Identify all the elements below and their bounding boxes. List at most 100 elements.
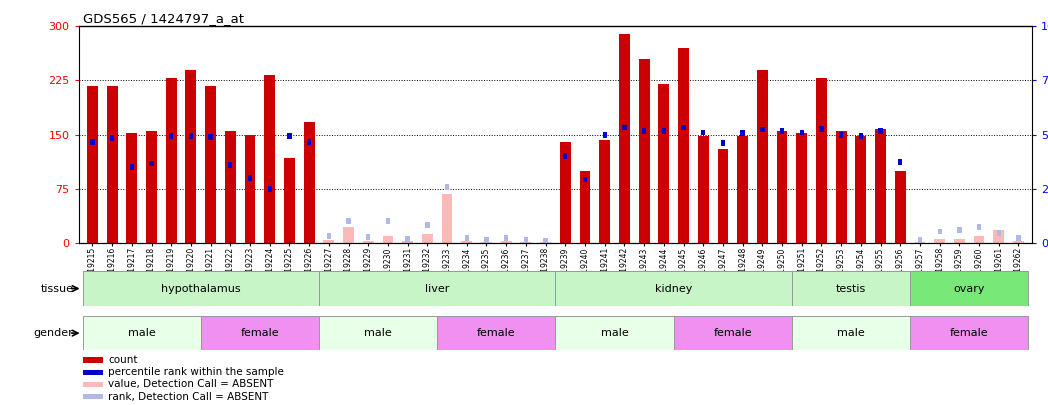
Bar [599,141,610,243]
Bar [267,186,271,192]
Text: gender: gender [34,328,73,338]
Bar [83,357,103,363]
Bar [642,128,647,134]
Bar [820,126,824,132]
Bar [957,227,962,233]
Bar [895,171,905,243]
Bar [737,136,748,243]
Bar [201,316,319,350]
Bar [563,153,567,159]
Bar [287,133,291,139]
Bar [284,158,294,243]
Bar [721,141,725,146]
Bar [777,131,787,243]
Bar [1013,241,1024,243]
Bar [366,234,370,240]
Bar [816,78,827,243]
Text: percentile rank within the sample: percentile rank within the sample [108,367,284,377]
Bar [461,241,473,243]
Bar [83,369,103,375]
Bar [481,241,492,243]
Text: male: male [128,328,155,338]
Bar [938,228,942,234]
Bar [674,316,792,350]
Bar [347,218,351,224]
Bar [189,133,193,139]
Bar [209,134,213,140]
Bar [437,316,555,350]
Bar [425,222,430,228]
Bar [583,177,587,182]
Bar [130,164,134,170]
Text: male: male [365,328,392,338]
Bar [127,133,137,243]
Bar [619,34,630,243]
Bar [524,237,528,243]
Text: female: female [241,328,279,338]
Bar [780,128,784,134]
Bar [858,133,863,139]
Bar [149,161,154,166]
Bar [327,233,331,239]
Bar [997,230,1001,236]
Bar [540,241,551,243]
Text: tissue: tissue [41,284,73,294]
Bar [878,128,882,134]
Bar [83,271,319,306]
Text: male: male [837,328,865,338]
Bar [603,132,607,138]
Text: male: male [601,328,629,338]
Bar [974,236,984,243]
Bar [698,136,708,243]
Bar [307,139,311,145]
Bar [800,130,804,135]
Bar [319,271,555,306]
Bar [107,85,117,243]
Bar [792,316,910,350]
Bar [110,135,114,141]
Bar [521,241,531,243]
Bar [319,316,437,350]
Bar [760,127,764,132]
Bar [83,394,103,399]
Bar [915,241,925,243]
Text: rank, Detection Call = ABSENT: rank, Detection Call = ABSENT [108,392,268,402]
Bar [678,48,689,243]
Text: liver: liver [425,284,450,294]
Bar [934,239,945,243]
Bar [504,235,508,241]
Bar [623,125,627,130]
Text: female: female [477,328,516,338]
Bar [445,184,450,190]
Bar [757,70,768,243]
Bar [205,85,216,243]
Text: ovary: ovary [954,284,985,294]
Bar [90,139,94,145]
Bar [343,227,354,243]
Text: GDS565 / 1424797_a_at: GDS565 / 1424797_a_at [84,12,244,25]
Bar [402,241,413,243]
Text: value, Detection Call = ABSENT: value, Detection Call = ABSENT [108,379,274,390]
Bar [169,133,173,139]
Bar [83,382,103,387]
Bar [1017,235,1021,241]
Bar [383,236,393,243]
Bar [501,241,511,243]
Bar [661,128,665,134]
Text: female: female [714,328,752,338]
Bar [386,218,390,224]
Bar [658,84,670,243]
Bar [146,131,157,243]
Bar [839,132,844,138]
Bar [422,234,433,243]
Text: female: female [949,328,988,338]
Bar [875,129,886,243]
Bar [484,237,488,243]
Bar [228,162,233,168]
Bar [910,316,1028,350]
Bar [954,239,965,243]
Bar [910,271,1028,306]
Bar [324,240,334,243]
Bar [87,85,97,243]
Bar [248,175,253,181]
